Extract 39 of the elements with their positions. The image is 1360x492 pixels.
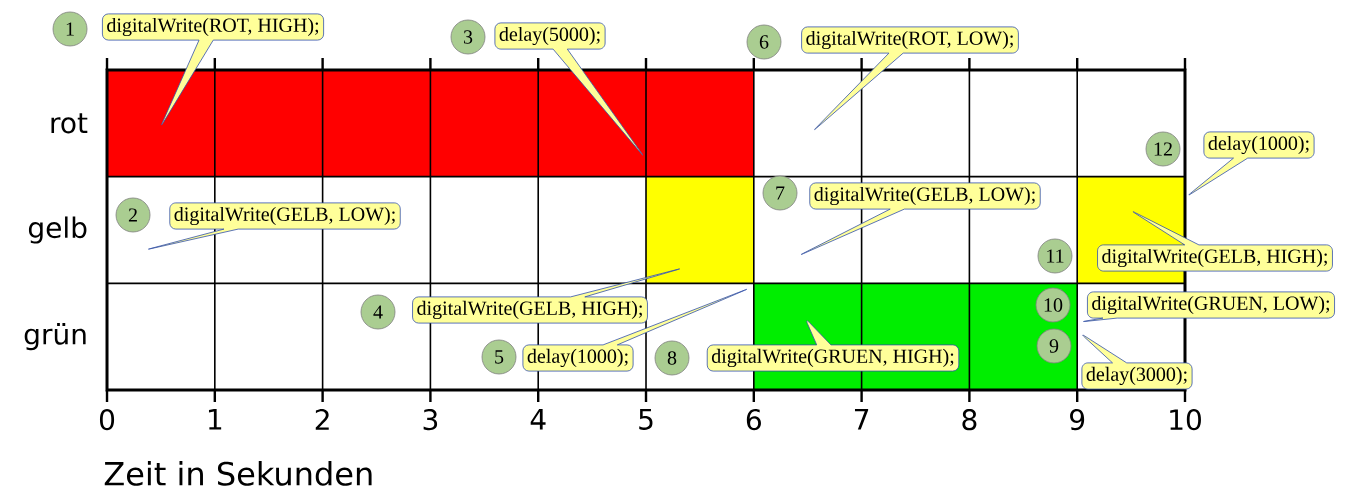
annotation: delay(3000); [1086, 366, 1187, 385]
x-tick-label: 3 [423, 408, 438, 431]
text: delay(5000); [499, 26, 600, 45]
annotation: 12 [1154, 142, 1172, 156]
x-tick-label: 10 [1170, 408, 1201, 431]
annotation: digitalWrite(GRUEN, HIGH); [711, 348, 954, 367]
annotation: 4 [373, 305, 383, 319]
y-tick-label: rot [51, 113, 88, 134]
text: digitalWrite(ROT, HIGH); [107, 17, 319, 36]
y-tick-label: gelb [28, 216, 87, 244]
x-tick-label: 1 [208, 408, 222, 430]
x-tick-label: 4 [530, 408, 546, 430]
text: 1 [66, 22, 74, 36]
annotation: 2 [128, 208, 137, 222]
annotation: 7 [776, 186, 785, 200]
annotation: digitalWrite(GELB, HIGH); [1102, 248, 1327, 267]
text: digitalWrite(ROT, LOW); [806, 30, 1013, 49]
x-tick-label: 8 [962, 408, 977, 431]
annotation: digitalWrite(GRUEN, LOW); [1092, 295, 1330, 314]
annotation: delay(1000); [527, 348, 628, 367]
x-axis-title: Zeit in Sekunden [104, 460, 372, 486]
annotation: digitalWrite(GELB, HIGH); [417, 300, 642, 319]
x-tick-label: 6 [746, 408, 761, 431]
annotation: 9 [1049, 339, 1059, 353]
x-tick-label: 2 [315, 408, 329, 430]
x-tick-label: 9 [1070, 408, 1085, 431]
y-tick-label: grün [24, 322, 86, 350]
annotation: 10 [1044, 298, 1063, 312]
x-tick-label: 0 [99, 408, 115, 431]
x-tick-label: 7 [854, 408, 869, 430]
annotation: digitalWrite(GELB, LOW); [174, 206, 395, 225]
annotation: 11 [1047, 249, 1064, 263]
text: delay(1000); [1208, 135, 1309, 154]
text: 6 [759, 35, 769, 49]
text: 3 [463, 30, 473, 44]
annotation: 8 [667, 351, 677, 365]
annotation: 5 [495, 350, 504, 364]
annotation: digitalWrite(GELB, LOW); [814, 186, 1035, 205]
x-tick-label: 5 [639, 408, 653, 430]
